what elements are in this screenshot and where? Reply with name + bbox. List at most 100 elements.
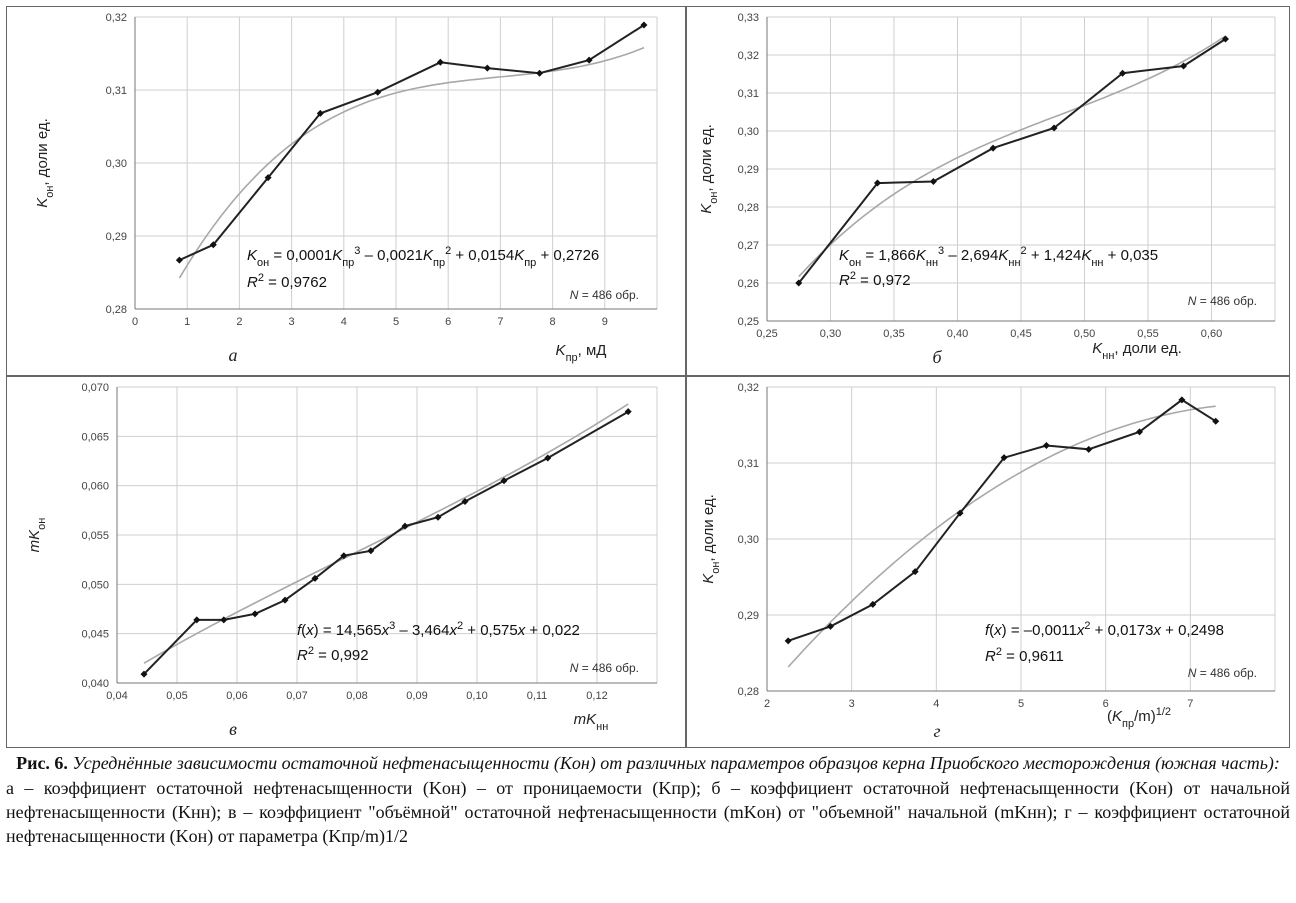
data-point: [929, 178, 937, 186]
chart-panel-a: 0 1 2 3 4 5 6 7 8 9 0,28 0,29 0,30 0,31 0,32 Kон, доли …: [6, 6, 686, 376]
x-tick-label: 4: [933, 698, 939, 710]
x-tick-label: 0,05: [166, 690, 187, 702]
y-tick-label: 0,32: [738, 382, 759, 394]
caption-description: а – коэффициент остаточной нефтенасыщенн…: [6, 778, 1290, 846]
data-point: [1085, 445, 1093, 453]
chart-panel-v: 0,04 0,05 0,06 0,07 0,08 0,09 0,10 0,11 0,12 0,04…: [6, 376, 686, 748]
y-tick-label: 0,28: [738, 686, 759, 698]
y-axis-label: Kон, доли ед.: [700, 494, 722, 584]
trend-line-b: [798, 35, 1226, 278]
data-point: [1119, 69, 1127, 77]
data-point: [251, 610, 259, 618]
data-point: [1042, 442, 1050, 450]
data-point: [1000, 454, 1008, 462]
panel-label: а: [229, 345, 238, 365]
y-tick-label: 0,30: [738, 534, 759, 546]
data-point: [1212, 417, 1220, 425]
data-point: [795, 279, 803, 287]
y-tick-label: 0,28: [106, 304, 127, 316]
data-point: [220, 616, 228, 624]
trend-line-g: [787, 405, 1216, 668]
y-tick-label: 0,055: [81, 530, 109, 542]
x-tick-label: 0,55: [1137, 328, 1158, 340]
chart-a-plot: 0 1 2 3 4 5 6 7 8 9 0,28 0,29 0,30 0,31 0,32 Kон, доли …: [34, 12, 658, 365]
panel-label: б: [932, 347, 942, 367]
data-point: [316, 109, 324, 117]
x-tick-label: 6: [445, 316, 451, 328]
series-line-v: [143, 410, 629, 675]
y-tick-label: 0,045: [81, 629, 109, 641]
y-tick-label: 0,29: [106, 231, 127, 243]
x-tick-label: 2: [764, 698, 770, 710]
y-tick-label: 0,30: [738, 126, 759, 138]
y-axis-label: Kон, доли ед.: [698, 124, 720, 214]
data-point: [264, 174, 272, 182]
data-point: [209, 241, 217, 249]
x-tick-label: 9: [602, 316, 608, 328]
x-tick-label: 0,09: [406, 690, 427, 702]
x-tick-label: 0,07: [286, 690, 307, 702]
data-point: [544, 454, 552, 462]
y-tick-label: 0,31: [106, 85, 127, 97]
y-tick-label: 0,29: [738, 164, 759, 176]
x-axis-label: mKнн: [574, 711, 609, 733]
data-point: [869, 600, 877, 608]
data-point: [1221, 35, 1229, 43]
chart-panel-g: 2 3 4 5 6 7 0,28 0,29 0,30 0,31 0,32 Kон, доли ед. (…: [686, 376, 1290, 748]
y-tick-label: 0,30: [106, 158, 127, 170]
data-point: [436, 58, 444, 66]
x-tick-label: 2: [236, 316, 242, 328]
x-tick-label: 0,12: [586, 690, 607, 702]
data-point: [311, 574, 319, 582]
y-tick-label: 0,29: [738, 610, 759, 622]
data-point: [827, 622, 834, 630]
trend-equation: Kон = 0,0001Kпр3 – 0,0021Kпр2 + 0,0154Kп…: [247, 245, 599, 269]
data-point: [1050, 124, 1058, 132]
r-squared: R2 = 0,9762: [247, 272, 327, 291]
data-point: [989, 144, 997, 152]
data-point: [500, 477, 508, 485]
data-point: [873, 179, 881, 187]
data-point: [1180, 62, 1188, 70]
y-tick-label: 0,31: [738, 458, 759, 470]
x-tick-label: 6: [1103, 698, 1109, 710]
x-tick-label: 4: [341, 316, 347, 328]
data-point: [911, 568, 919, 576]
r-squared: R2 = 0,9611: [985, 646, 1064, 665]
sample-count: N = 486 обр.: [570, 661, 639, 675]
y-tick-label: 0,060: [81, 481, 109, 493]
caption-label: Рис. 6.: [16, 753, 68, 773]
x-tick-label: 0,06: [226, 690, 247, 702]
trend-line-a: [178, 46, 645, 279]
data-point: [140, 670, 148, 678]
chart-b-plot: 0,25 0,30 0,35 0,40 0,45 0,50 0,55 0,60 0,25 0,26…: [698, 12, 1276, 367]
y-tick-label: 0,040: [81, 678, 109, 690]
sample-count: N = 486 обр.: [570, 288, 639, 302]
x-tick-label: 0,35: [883, 328, 904, 340]
x-tick-label: 7: [1187, 698, 1193, 710]
x-axis-label: Kнн, доли ед.: [1092, 340, 1182, 362]
data-point: [640, 21, 648, 29]
series-line-g: [787, 398, 1217, 642]
x-tick-label: 3: [289, 316, 295, 328]
y-tick-label: 0,31: [738, 88, 759, 100]
x-tick-label: 0,10: [466, 690, 487, 702]
data-point: [536, 69, 544, 77]
y-tick-label: 0,050: [81, 579, 109, 591]
x-tick-label: 5: [393, 316, 399, 328]
x-tick-label: 1: [184, 316, 190, 328]
sample-count: N = 486 обр.: [1188, 666, 1257, 680]
x-axis-label: Kпр, мД: [556, 342, 607, 364]
data-point: [784, 637, 792, 645]
y-tick-label: 0,26: [738, 278, 759, 290]
y-tick-label: 0,070: [81, 382, 109, 394]
panel-label: в: [229, 719, 237, 739]
r-squared: R2 = 0,972: [839, 270, 911, 289]
y-tick-label: 0,28: [738, 202, 759, 214]
data-point: [461, 497, 469, 505]
sample-count: N = 486 обр.: [1188, 294, 1257, 308]
data-point: [956, 509, 964, 517]
y-tick-label: 0,065: [81, 431, 109, 443]
trend-equation: f(x) = 14,565x3 – 3,464x2 + 0,575x + 0,0…: [297, 620, 580, 639]
